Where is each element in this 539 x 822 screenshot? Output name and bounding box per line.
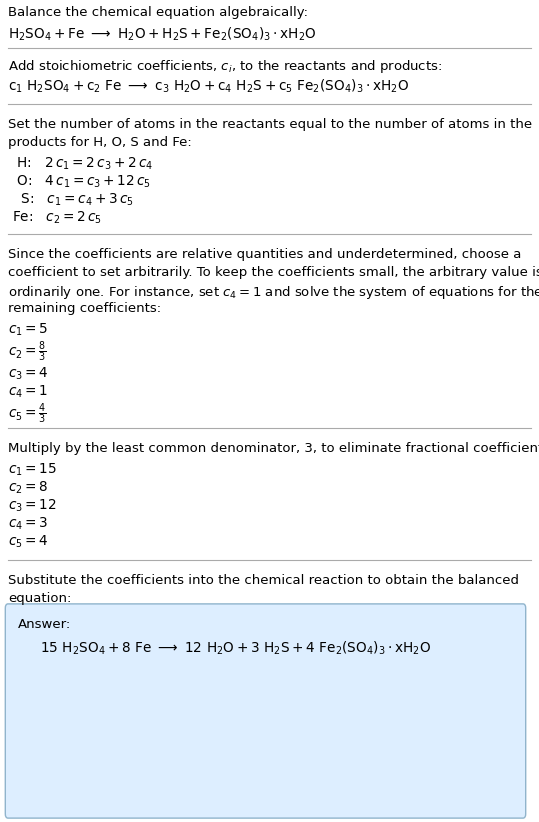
FancyBboxPatch shape xyxy=(5,604,526,818)
Text: $\mathrm{c_1\ H_2SO_4 + c_2\ Fe \ \longrightarrow \ c_3\ H_2O + c_4\ H_2S + c_5\: $\mathrm{c_1\ H_2SO_4 + c_2\ Fe \ \longr… xyxy=(8,78,409,95)
Text: $c_4 = 1$: $c_4 = 1$ xyxy=(8,384,48,400)
Text: Add stoichiometric coefficients, $c_i$, to the reactants and products:: Add stoichiometric coefficients, $c_i$, … xyxy=(8,58,442,75)
Text: Answer:: Answer: xyxy=(18,618,71,631)
Text: Since the coefficients are relative quantities and underdetermined, choose a: Since the coefficients are relative quan… xyxy=(8,248,521,261)
Text: $c_2 = \frac{8}{3}$: $c_2 = \frac{8}{3}$ xyxy=(8,340,47,364)
Text: coefficient to set arbitrarily. To keep the coefficients small, the arbitrary va: coefficient to set arbitrarily. To keep … xyxy=(8,266,539,279)
Text: Set the number of atoms in the reactants equal to the number of atoms in the: Set the number of atoms in the reactants… xyxy=(8,118,532,131)
Text: Fe:   $c_2 = 2\,c_5$: Fe: $c_2 = 2\,c_5$ xyxy=(12,210,102,226)
Text: S:   $c_1 = c_4 + 3\,c_5$: S: $c_1 = c_4 + 3\,c_5$ xyxy=(12,192,134,209)
Text: $c_1 = 5$: $c_1 = 5$ xyxy=(8,322,48,339)
Text: H:   $2\,c_1 = 2\,c_3 + 2\,c_4$: H: $2\,c_1 = 2\,c_3 + 2\,c_4$ xyxy=(12,156,153,173)
Text: $c_5 = \frac{4}{3}$: $c_5 = \frac{4}{3}$ xyxy=(8,402,47,427)
Text: $c_2 = 8$: $c_2 = 8$ xyxy=(8,480,49,496)
Text: products for H, O, S and Fe:: products for H, O, S and Fe: xyxy=(8,136,192,149)
Text: remaining coefficients:: remaining coefficients: xyxy=(8,302,161,315)
Text: ordinarily one. For instance, set $c_4 = 1$ and solve the system of equations fo: ordinarily one. For instance, set $c_4 =… xyxy=(8,284,539,301)
Text: $c_5 = 4$: $c_5 = 4$ xyxy=(8,534,49,551)
Text: $\mathrm{H_2SO_4 + Fe \ \longrightarrow \ H_2O + H_2S + Fe_2(SO_4)_3 \cdot xH_2O: $\mathrm{H_2SO_4 + Fe \ \longrightarrow … xyxy=(8,26,316,44)
Text: $\mathrm{15\ H_2SO_4 + 8\ Fe \ \longrightarrow \ 12\ H_2O + 3\ H_2S + 4\ Fe_2(SO: $\mathrm{15\ H_2SO_4 + 8\ Fe \ \longrigh… xyxy=(40,640,431,658)
Text: O:   $4\,c_1 = c_3 + 12\,c_5$: O: $4\,c_1 = c_3 + 12\,c_5$ xyxy=(12,174,151,191)
Text: $c_1 = 15$: $c_1 = 15$ xyxy=(8,462,57,478)
Text: $c_3 = 12$: $c_3 = 12$ xyxy=(8,498,57,515)
Text: Substitute the coefficients into the chemical reaction to obtain the balanced: Substitute the coefficients into the che… xyxy=(8,574,519,587)
Text: $c_3 = 4$: $c_3 = 4$ xyxy=(8,366,49,382)
Text: Balance the chemical equation algebraically:: Balance the chemical equation algebraica… xyxy=(8,6,308,19)
Text: $c_4 = 3$: $c_4 = 3$ xyxy=(8,516,48,533)
Text: Multiply by the least common denominator, 3, to eliminate fractional coefficient: Multiply by the least common denominator… xyxy=(8,442,539,455)
Text: equation:: equation: xyxy=(8,592,71,605)
